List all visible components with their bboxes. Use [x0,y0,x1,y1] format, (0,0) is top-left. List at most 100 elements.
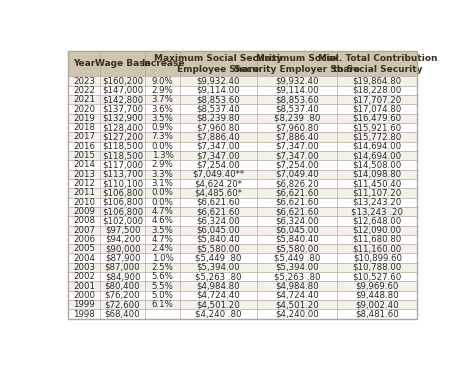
Bar [337,51,418,76]
Bar [257,198,337,207]
Text: $14,694.00: $14,694.00 [353,142,402,151]
Bar [100,76,145,86]
Text: $6,621.60: $6,621.60 [275,198,319,207]
Bar [180,51,257,76]
Bar [145,291,180,300]
Text: $4,624.20*: $4,624.20* [194,179,243,188]
Text: $4,984.80: $4,984.80 [275,281,319,291]
Text: 1999: 1999 [73,300,95,309]
Bar [180,132,257,142]
Text: $9,932.40: $9,932.40 [275,76,319,86]
Text: $15,921.60: $15,921.60 [353,123,402,132]
Bar [180,235,257,244]
Text: $117,000: $117,000 [102,160,143,169]
Bar [68,216,100,225]
Text: $7,254.00: $7,254.00 [275,160,319,169]
Text: $6,045.00: $6,045.00 [197,226,240,235]
Bar [180,207,257,216]
Text: $5,394.00: $5,394.00 [275,263,319,272]
Bar [145,225,180,235]
Text: $8,481.60: $8,481.60 [356,310,399,318]
Bar [68,51,100,76]
Bar [337,132,418,142]
Bar [257,309,337,319]
Bar [68,254,100,263]
Text: $4,984.80: $4,984.80 [197,281,240,291]
Text: 2022: 2022 [73,86,95,95]
Text: 2008: 2008 [73,216,95,225]
Text: 2.9%: 2.9% [152,86,173,95]
Text: $17,707.20: $17,707.20 [353,95,402,104]
Text: 2005: 2005 [73,244,95,253]
Text: $87,000: $87,000 [105,263,140,272]
Bar [68,300,100,309]
Bar [257,169,337,179]
Bar [180,272,257,281]
Bar [257,76,337,86]
Bar [257,225,337,235]
Bar [145,216,180,225]
Bar [100,123,145,132]
Text: $17,074.80: $17,074.80 [353,105,402,113]
Text: $10,788.00: $10,788.00 [353,263,402,272]
Bar [180,86,257,95]
Bar [257,216,337,225]
Text: $4,240.00: $4,240.00 [275,310,319,318]
Bar [257,132,337,142]
Bar [145,95,180,104]
Text: 2016: 2016 [73,142,95,151]
Text: $118,500: $118,500 [102,151,143,160]
Text: 3.6%: 3.6% [152,105,173,113]
Bar [180,179,257,188]
Bar [180,300,257,309]
Text: 9.0%: 9.0% [152,76,173,86]
Text: 4.7%: 4.7% [152,207,173,216]
Text: Maximum Social Security
Employee Share: Maximum Social Security Employee Share [155,54,283,74]
Text: 3.3%: 3.3% [152,170,173,179]
Text: $6,621.60: $6,621.60 [197,207,240,216]
Text: $12,090.00: $12,090.00 [353,226,402,235]
Bar [145,198,180,207]
Bar [100,104,145,114]
Text: $4,501.20: $4,501.20 [275,300,319,309]
Text: $7,960.80: $7,960.80 [197,123,240,132]
Bar [145,123,180,132]
Bar [68,207,100,216]
Bar [180,281,257,291]
Bar [337,225,418,235]
Text: $137,700: $137,700 [102,105,143,113]
Bar [145,86,180,95]
Bar [68,142,100,151]
Text: $14,508.00: $14,508.00 [353,160,402,169]
Bar [257,207,337,216]
Text: $4,485.60*: $4,485.60* [194,188,243,197]
Bar [337,123,418,132]
Text: $6,826.20: $6,826.20 [275,179,319,188]
Bar [337,281,418,291]
Bar [100,291,145,300]
Text: $11,450.40: $11,450.40 [353,179,402,188]
Text: 2003: 2003 [73,263,95,272]
Text: 2006: 2006 [73,235,95,244]
Text: 2.9%: 2.9% [152,160,173,169]
Text: 2001: 2001 [73,281,95,291]
Bar [337,188,418,198]
Text: 5.0%: 5.0% [152,291,173,300]
Text: $7,347.00: $7,347.00 [275,151,319,160]
Text: $15,772.80: $15,772.80 [353,132,402,142]
Text: $68,400: $68,400 [105,310,140,318]
Bar [145,76,180,86]
Bar [337,300,418,309]
Text: $12,648.00: $12,648.00 [353,216,402,225]
Text: 2011: 2011 [73,188,95,197]
Text: $5,580.00: $5,580.00 [197,244,240,253]
Bar [100,235,145,244]
Bar [257,272,337,281]
Bar [145,169,180,179]
Text: $7,347.00: $7,347.00 [197,151,240,160]
Bar [100,272,145,281]
Text: $97,500: $97,500 [105,226,140,235]
Text: $8,853.60: $8,853.60 [275,95,319,104]
Bar [145,235,180,244]
Text: $9,114.00: $9,114.00 [275,86,319,95]
